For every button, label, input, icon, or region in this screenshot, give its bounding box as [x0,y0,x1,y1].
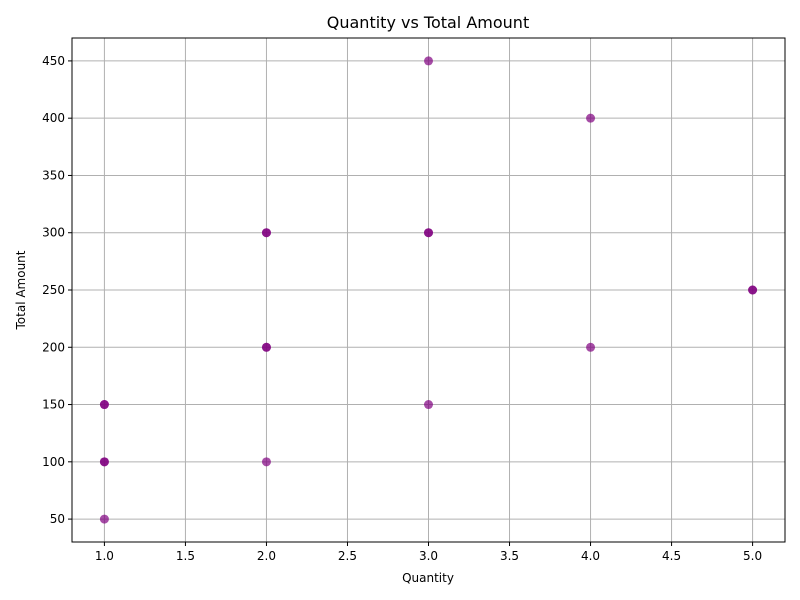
x-tick-label: 5.0 [743,549,762,563]
x-axis-ticks: 1.0 1.5 2.0 2.5 3.0 3.5 4.0 4.5 5.0 [95,542,762,563]
data-point [261,342,271,352]
data-point [99,457,109,467]
data-point [586,113,596,123]
y-axis-ticks: 50 100 150 200 250 300 350 400 450 [42,54,72,526]
y-tick-label: 300 [42,226,65,240]
data-point [261,457,271,467]
data-point [99,400,109,410]
x-tick-label: 2.0 [257,549,276,563]
y-tick-label: 150 [42,398,65,412]
y-tick-label: 200 [42,340,65,354]
x-tick-label: 1.0 [95,549,114,563]
y-axis-label: Total Amount [14,250,28,330]
data-point [424,400,433,410]
data-point [424,56,433,66]
data-point [99,514,109,524]
x-tick-label: 1.5 [176,549,195,563]
y-tick-label: 450 [42,54,65,68]
y-tick-label: 250 [42,283,65,297]
data-point [261,228,271,238]
data-points [99,56,758,524]
x-tick-label: 4.5 [662,549,681,563]
data-point [424,228,433,238]
y-tick-label: 350 [42,168,65,182]
chart-title: Quantity vs Total Amount [327,13,529,32]
data-point [748,285,758,295]
y-tick-label: 100 [42,455,65,469]
x-tick-label: 3.5 [500,549,519,563]
x-tick-label: 2.5 [338,549,357,563]
x-axis-label: Quantity [402,571,454,585]
y-tick-label: 400 [42,111,65,125]
x-tick-label: 3.0 [419,549,438,563]
y-tick-label: 50 [50,512,65,526]
x-tick-label: 4.0 [581,549,600,563]
data-point [586,342,596,352]
